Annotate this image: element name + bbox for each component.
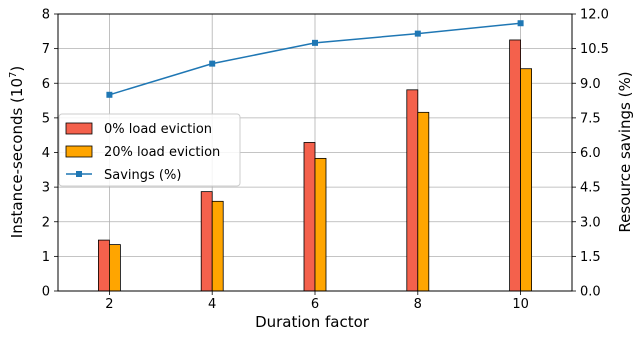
y-right-tick-label: 10.5 xyxy=(580,42,609,57)
bar-0pct-eviction xyxy=(406,89,419,292)
y-left-tick-label: 0 xyxy=(42,285,50,300)
y-left-tick-label: 4 xyxy=(42,146,50,161)
legend-label-0pct: 0% load eviction xyxy=(104,122,212,137)
savings-point xyxy=(517,20,524,27)
savings-point xyxy=(209,60,216,67)
y-left-tick-label: 5 xyxy=(42,111,50,126)
legend-swatch-0pct xyxy=(65,122,93,135)
x-tick-label: 10 xyxy=(512,297,529,312)
y-left-tick-label: 6 xyxy=(42,77,50,92)
y-right-tick-label: 4.5 xyxy=(580,181,601,196)
y-left-tick-label: 1 xyxy=(42,250,50,265)
legend-label-20pct: 20% load eviction xyxy=(104,145,220,160)
legend-label-savings: Savings (%) xyxy=(104,168,181,183)
bar-20pct-eviction xyxy=(211,200,224,292)
bar-0pct-eviction xyxy=(98,239,110,292)
bar-20pct-eviction xyxy=(417,111,430,292)
axis-ticks: 2 4 6 8 10 0 1 2 3 4 5 6 7 8 0.0 1.5 3.0 4.5 6.0 7.5 9.0 10.5… xyxy=(42,8,609,313)
x-tick-label: 8 xyxy=(414,297,422,312)
savings-point xyxy=(106,91,113,98)
bar-20pct-eviction xyxy=(520,68,532,292)
x-tick-label: 4 xyxy=(208,297,216,312)
legend-swatch-20pct xyxy=(65,145,93,158)
legend-box xyxy=(58,113,241,187)
y-right-tick-label: 12.0 xyxy=(580,8,609,23)
savings-point xyxy=(312,39,318,46)
x-axis-title: Duration factor xyxy=(255,313,370,331)
y-right-tick-label: 3.0 xyxy=(580,215,601,230)
x-tick-label: 2 xyxy=(105,297,113,312)
legend: 0% load eviction 20% load eviction Savin… xyxy=(58,113,241,187)
y-right-tick-label: 1.5 xyxy=(580,250,601,265)
y-right-tick-label: 7.5 xyxy=(580,111,601,126)
bar-20pct-eviction xyxy=(314,157,327,292)
y-left-tick-label: 3 xyxy=(42,181,50,196)
bar-0pct-eviction xyxy=(509,39,522,292)
y-right-tick-label: 9.0 xyxy=(580,77,601,92)
right-axis-title: Resource savings (%) xyxy=(616,71,634,232)
left-axis-title: Instance-seconds (107) xyxy=(8,66,26,238)
y-right-tick-label: 0.0 xyxy=(580,285,601,300)
legend-marker-savings xyxy=(76,171,82,177)
savings-point xyxy=(414,30,421,37)
y-left-tick-label: 8 xyxy=(42,8,50,23)
savings-line-series xyxy=(106,20,524,98)
y-left-tick-label: 2 xyxy=(42,215,50,230)
bar-20pct-eviction xyxy=(109,244,121,292)
bar-0pct-eviction xyxy=(200,191,213,292)
y-right-tick-label: 6.0 xyxy=(580,146,601,161)
bar-0pct-eviction xyxy=(303,142,316,292)
x-tick-label: 6 xyxy=(311,297,319,312)
y-left-tick-label: 7 xyxy=(42,42,50,57)
